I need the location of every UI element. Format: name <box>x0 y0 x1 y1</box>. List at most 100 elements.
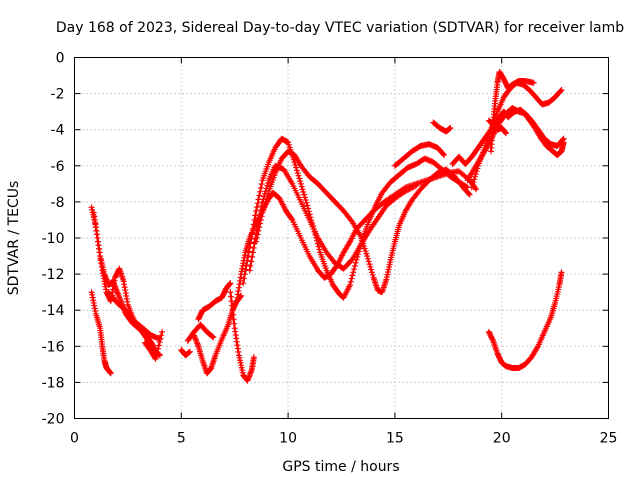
axis-ticks <box>74 57 609 419</box>
data-point <box>302 197 309 204</box>
series-arc-19 <box>468 79 565 191</box>
data-point <box>368 269 375 276</box>
data-point <box>351 266 358 273</box>
series-arc-4 <box>105 289 163 343</box>
data-point <box>241 275 248 282</box>
data-point <box>534 344 541 351</box>
x-axis-label: GPS time / hours <box>282 459 399 475</box>
data-point <box>470 179 477 186</box>
data-point <box>227 280 234 287</box>
data-point <box>247 262 254 269</box>
data-point <box>530 79 537 86</box>
data-point <box>288 215 295 222</box>
series-arc-21 <box>485 117 509 137</box>
series-arc-6 <box>178 346 193 359</box>
y-axis-label: SDTVAR / TECUs <box>6 181 22 296</box>
data-point <box>249 253 256 260</box>
data-point <box>364 255 371 262</box>
series-arc-15 <box>391 141 448 169</box>
data-point <box>261 204 268 211</box>
data-point <box>299 186 306 193</box>
data-point <box>347 278 354 285</box>
data-point <box>243 262 250 269</box>
data-point <box>253 235 260 241</box>
series-arc-22 <box>485 269 565 371</box>
series-arc-17 <box>449 106 567 167</box>
data-point <box>560 135 567 142</box>
data-point <box>405 186 412 193</box>
data-point <box>256 192 263 199</box>
data-point <box>364 253 371 260</box>
data-point <box>247 239 254 246</box>
data-point <box>351 262 358 269</box>
data-point <box>403 187 410 194</box>
data-point <box>369 272 376 279</box>
data-point <box>466 191 473 198</box>
data-point <box>368 266 375 273</box>
data-point <box>366 261 373 268</box>
data-point <box>250 244 257 251</box>
data-point <box>261 201 268 208</box>
data-point <box>468 184 475 191</box>
data-point <box>156 339 163 346</box>
data-point <box>347 281 354 288</box>
data-point <box>558 269 565 276</box>
data-point <box>294 170 301 177</box>
data-point <box>257 184 264 191</box>
data-point <box>244 257 251 264</box>
data-point <box>256 224 263 231</box>
data-point <box>265 190 272 197</box>
data-point <box>158 332 165 339</box>
data-point <box>249 225 256 232</box>
data-point <box>238 292 245 299</box>
data-point <box>297 180 304 187</box>
y-tick-label: -8 <box>51 195 65 211</box>
data-point <box>348 275 355 282</box>
data-point <box>263 196 270 203</box>
x-tick-label: 0 <box>70 431 79 447</box>
data-point <box>352 259 359 266</box>
data-point <box>297 178 304 185</box>
data-point <box>349 272 356 279</box>
y-tick-label: -12 <box>42 267 65 283</box>
y-tick-label: -14 <box>42 303 65 319</box>
data-point <box>409 184 416 191</box>
data-point <box>559 136 566 143</box>
data-point <box>186 348 193 355</box>
y-tick-label: -10 <box>42 231 65 247</box>
data-point <box>557 87 564 94</box>
data-point <box>262 198 269 205</box>
data-point <box>304 202 311 209</box>
data-point <box>210 334 217 341</box>
data-point <box>253 204 260 211</box>
data-point <box>246 244 253 251</box>
data-point <box>154 349 161 356</box>
data-point <box>248 235 255 241</box>
data-point <box>265 179 272 186</box>
series-arc-5 <box>141 328 166 362</box>
y-tick-label: -2 <box>51 87 65 103</box>
series-arc-8 <box>195 280 234 323</box>
data-point <box>472 185 479 192</box>
y-tick-labels: 0 -2 -4 -6 -8 -10 -12 -14 -16 -18 -20 <box>42 51 65 428</box>
data-point <box>350 269 357 276</box>
data-point <box>259 209 266 216</box>
data-point <box>250 354 257 361</box>
x-tick-label: 25 <box>600 431 618 447</box>
data-point <box>300 188 307 195</box>
data-point <box>155 345 162 352</box>
series-arc-12 <box>240 135 471 301</box>
data-point <box>155 342 162 349</box>
data-point <box>250 221 257 228</box>
x-tick-labels: 0 5 10 15 20 25 <box>70 431 617 447</box>
data-point <box>316 246 323 253</box>
data-point <box>301 194 308 201</box>
series-arc-13 <box>246 162 420 274</box>
data-point <box>249 249 256 256</box>
data-point <box>107 370 114 377</box>
data-point <box>295 172 302 179</box>
data-point <box>258 181 265 188</box>
data-point <box>245 248 252 255</box>
data-point <box>264 193 271 200</box>
plot-area <box>88 68 567 384</box>
